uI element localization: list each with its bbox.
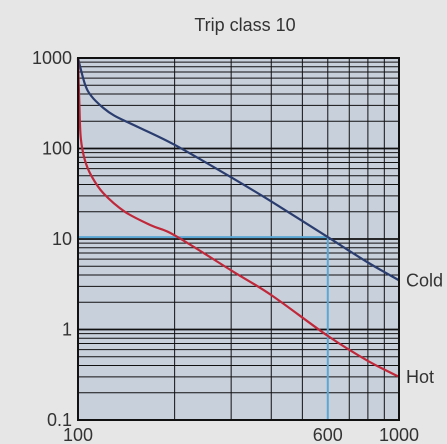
y-axis-ticks: 0.1 1 10 100 1000	[32, 48, 72, 430]
series-labels: Cold Hot	[406, 270, 443, 387]
y-tick-label: 1000	[32, 48, 72, 68]
x-axis-ticks: 100 600 1000	[63, 425, 419, 444]
plot-frame	[77, 57, 400, 421]
series-group	[76, 57, 400, 378]
x-tick-label: 1000	[379, 425, 419, 444]
chart-title: Trip class 10	[194, 15, 295, 35]
reference-lines	[78, 236, 329, 420]
y-tick-label: 1	[62, 320, 72, 340]
frame-border	[77, 57, 400, 421]
y-tick-label: 100	[42, 139, 72, 159]
x-tick-label: 600	[313, 425, 343, 444]
series-label-hot: Hot	[406, 367, 434, 387]
series-line-hot	[76, 57, 400, 378]
series-line-cold	[76, 57, 400, 282]
y-tick-label: 0.1	[47, 410, 72, 430]
x-tick-label: 100	[63, 425, 93, 444]
series-label-cold: Cold	[406, 270, 443, 290]
y-tick-label: 10	[52, 229, 72, 249]
